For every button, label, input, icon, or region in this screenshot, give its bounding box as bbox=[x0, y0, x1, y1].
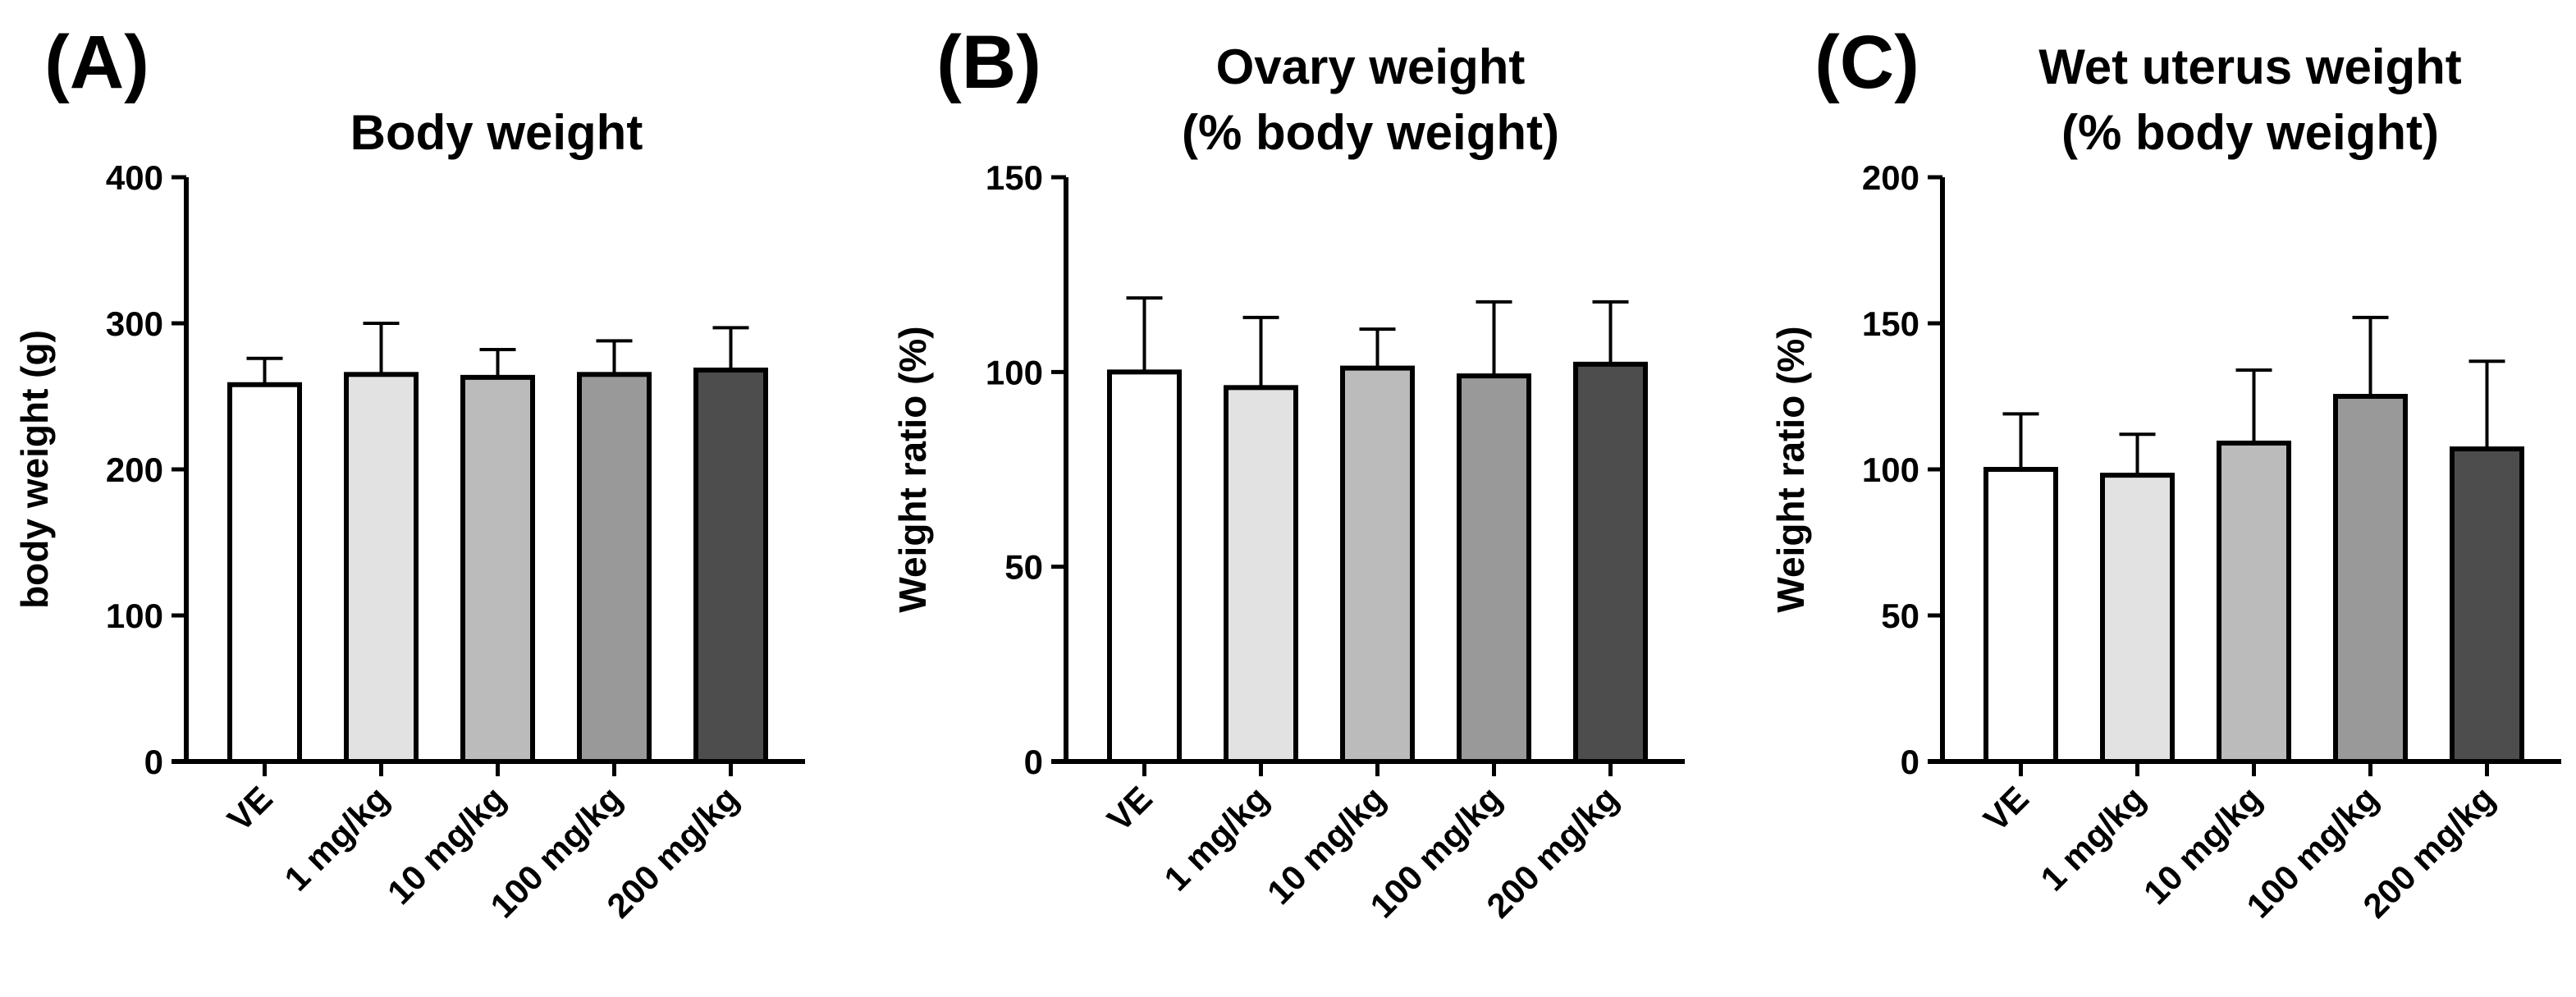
y-tick-label: 100 bbox=[986, 353, 1043, 391]
x-tick-label: VE bbox=[220, 779, 280, 839]
bar-1 bbox=[1983, 467, 2058, 764]
panel-label: (C) bbox=[1814, 21, 1919, 104]
y-tick-label: 50 bbox=[1881, 597, 1919, 635]
chart-title: Ovary weight bbox=[1216, 39, 1526, 94]
y-tick-label: 0 bbox=[144, 743, 163, 781]
x-tick-label: 1 mg/kg bbox=[2033, 779, 2152, 898]
chart-title: Wet uterus weight bbox=[2038, 39, 2462, 94]
y-tick-label: 300 bbox=[106, 304, 163, 343]
panel-label: (B) bbox=[936, 21, 1041, 104]
bar-1 bbox=[227, 382, 302, 764]
y-tick-label: 200 bbox=[106, 450, 163, 489]
chart-panel-1: (A) Body weight 0 100 200 300 400 body weight (… bbox=[13, 21, 805, 926]
y-tick-label: 150 bbox=[1862, 304, 1919, 343]
bar-4 bbox=[1457, 373, 1531, 764]
chart-panel-3: (C) Wet uterus weight (% body weight) 0 50 10… bbox=[1769, 21, 2561, 926]
y-tick-label: 50 bbox=[1004, 548, 1043, 587]
x-tick-label: VE bbox=[1100, 779, 1160, 839]
chart-title: Body weight bbox=[350, 105, 643, 160]
bar-3 bbox=[1340, 365, 1415, 764]
y-axis-label: Weight ratio (%) bbox=[891, 326, 934, 612]
chart-title: (% body weight) bbox=[1182, 105, 1559, 160]
x-tick-label: VE bbox=[1976, 779, 2036, 839]
x-tick-label: 1 mg/kg bbox=[1156, 779, 1275, 898]
y-tick-label: 100 bbox=[106, 597, 163, 635]
bar-5 bbox=[2450, 446, 2524, 765]
y-tick-label: 150 bbox=[986, 158, 1043, 197]
bar-4 bbox=[577, 372, 652, 764]
y-tick-label: 0 bbox=[1024, 743, 1043, 781]
y-axis-label: body weight (g) bbox=[13, 330, 56, 609]
y-tick-label: 100 bbox=[1862, 450, 1919, 489]
bar-3 bbox=[460, 374, 535, 764]
bar-4 bbox=[2333, 394, 2408, 764]
y-axis-label: Weight ratio (%) bbox=[1769, 326, 1812, 612]
chart-panel-2: (B) Ovary weight (% body weight) 0 50 100 150 W… bbox=[891, 21, 1685, 926]
chart-title: (% body weight) bbox=[2061, 105, 2439, 160]
bar-2 bbox=[344, 372, 419, 764]
y-tick-label: 0 bbox=[1901, 743, 1919, 781]
x-tick-label: 1 mg/kg bbox=[277, 779, 396, 898]
bar-1 bbox=[1107, 369, 1182, 764]
y-tick-label: 400 bbox=[106, 158, 163, 197]
panel-label: (A) bbox=[44, 21, 149, 104]
bar-5 bbox=[693, 367, 768, 764]
bar-2 bbox=[2100, 473, 2175, 764]
bar-5 bbox=[1573, 361, 1648, 764]
bar-2 bbox=[1224, 385, 1298, 764]
bar-3 bbox=[2217, 440, 2291, 765]
y-tick-label: 200 bbox=[1862, 158, 1919, 197]
